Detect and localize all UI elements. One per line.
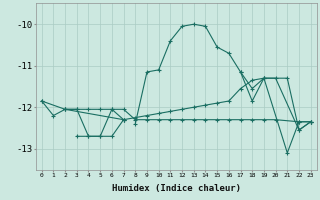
X-axis label: Humidex (Indice chaleur): Humidex (Indice chaleur) — [112, 184, 241, 193]
